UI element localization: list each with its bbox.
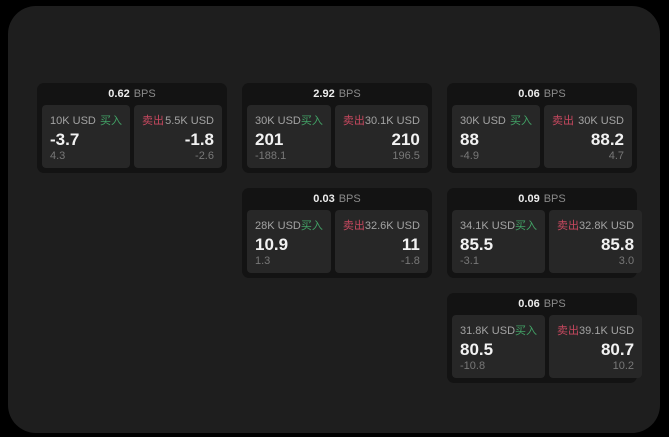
buy-delta: 1.3: [255, 255, 271, 267]
bps-value: 2.92: [313, 88, 335, 100]
buy-label: 买入: [300, 115, 323, 127]
bps-unit: BPS: [543, 193, 566, 205]
buy-delta: -188.1: [255, 150, 287, 162]
sell-delta: 4.7: [608, 150, 624, 162]
buy-amount: 34.1K USD: [460, 220, 516, 232]
sell-amount: 5.5K USD: [165, 115, 214, 127]
panels-row: 30K USD 买入 88 -4.9 卖出 30K USD 88.2 4.7: [447, 105, 637, 168]
buy-price: 80.5: [460, 340, 494, 359]
buy-panel[interactable]: 31.8K USD 买入 80.5 -10.8: [452, 315, 546, 378]
sell-delta: 196.5: [392, 150, 420, 162]
card-header: 0.06 BPS: [447, 83, 637, 105]
sell-label: 卖出: [552, 115, 574, 127]
buy-panel[interactable]: 28K USD 买入 10.9 1.3: [247, 210, 331, 273]
buy-label: 买入: [300, 220, 323, 232]
quote-card[interactable]: 0.03 BPS 28K USD 买入 10.9 1.3 卖出 32.6K US…: [242, 188, 432, 278]
buy-amount: 10K USD: [50, 115, 96, 127]
sell-panel[interactable]: 卖出 39.1K USD 80.7 10.2: [549, 315, 643, 378]
quote-card[interactable]: 2.92 BPS 30K USD 买入 201 -188.1 卖出 30.1K …: [242, 83, 432, 173]
app-surface: 0.62 BPS 10K USD 买入 -3.7 4.3 卖出 5.5K USD: [8, 6, 660, 433]
buy-delta: 4.3: [50, 150, 66, 162]
buy-price: 85.5: [460, 235, 494, 254]
sell-price: -1.8: [184, 130, 214, 149]
sell-delta: 10.2: [612, 360, 635, 372]
bps-unit: BPS: [543, 298, 566, 310]
sell-label: 卖出: [557, 325, 580, 337]
sell-amount: 39.1K USD: [579, 325, 635, 337]
sell-price: 80.7: [600, 340, 635, 359]
sell-label: 卖出: [342, 220, 365, 232]
bps-value: 0.62: [108, 88, 130, 100]
buy-panel[interactable]: 10K USD 买入 -3.7 4.3: [42, 105, 130, 168]
sell-delta: -1.8: [400, 255, 420, 267]
sell-delta: 3.0: [618, 255, 635, 267]
panels-row: 30K USD 买入 201 -188.1 卖出 30.1K USD 210 1…: [242, 105, 432, 168]
sell-price: 85.8: [600, 235, 635, 254]
sell-panel[interactable]: 卖出 30K USD 88.2 4.7: [544, 105, 632, 168]
sell-price: 210: [391, 130, 420, 149]
sell-label: 卖出: [557, 220, 580, 232]
buy-price: 88: [460, 130, 479, 149]
sell-delta: -2.6: [195, 150, 214, 162]
buy-delta: -10.8: [460, 360, 486, 372]
buy-label: 买入: [515, 325, 538, 337]
bps-unit: BPS: [338, 88, 361, 100]
card-header: 2.92 BPS: [242, 83, 432, 105]
sell-amount: 30K USD: [578, 115, 624, 127]
card-header: 0.62 BPS: [37, 83, 227, 105]
buy-label: 买入: [510, 115, 532, 127]
sell-price: 88.2: [590, 130, 624, 149]
card-header: 0.09 BPS: [447, 188, 637, 210]
sell-panel[interactable]: 卖出 32.6K USD 11 -1.8: [334, 210, 428, 273]
buy-panel[interactable]: 30K USD 买入 88 -4.9: [452, 105, 540, 168]
quote-card[interactable]: 0.09 BPS 34.1K USD 买入 85.5 -3.1 卖出 32.8K…: [447, 188, 643, 278]
buy-panel[interactable]: 34.1K USD 买入 85.5 -3.1: [452, 210, 546, 273]
bps-unit: BPS: [133, 88, 156, 100]
bps-value: 0.06: [518, 298, 540, 310]
bps-unit: BPS: [338, 193, 361, 205]
buy-amount: 30K USD: [460, 115, 506, 127]
bps-value: 0.09: [518, 193, 540, 205]
bps-value: 0.06: [518, 88, 540, 100]
bps-value: 0.03: [313, 193, 335, 205]
buy-price: 201: [255, 130, 284, 149]
sell-amount: 30.1K USD: [364, 115, 420, 127]
panels-row: 31.8K USD 买入 80.5 -10.8 卖出 39.1K USD 80.…: [447, 315, 643, 378]
buy-delta: -4.9: [460, 150, 479, 162]
sell-panel[interactable]: 卖出 32.8K USD 85.8 3.0: [549, 210, 643, 273]
panels-row: 28K USD 买入 10.9 1.3 卖出 32.6K USD 11 -1.8: [242, 210, 432, 273]
buy-amount: 31.8K USD: [460, 325, 516, 337]
buy-label: 买入: [515, 220, 538, 232]
buy-delta: -3.1: [460, 255, 479, 267]
sell-price: 11: [401, 235, 420, 254]
card-header: 0.03 BPS: [242, 188, 432, 210]
quote-card[interactable]: 0.06 BPS 30K USD 买入 88 -4.9 卖出 30K USD: [447, 83, 637, 173]
quote-card[interactable]: 0.06 BPS 31.8K USD 买入 80.5 -10.8 卖出 39.1…: [447, 293, 643, 383]
quote-card[interactable]: 0.62 BPS 10K USD 买入 -3.7 4.3 卖出 5.5K USD: [37, 83, 227, 173]
buy-panel[interactable]: 30K USD 买入 201 -188.1: [247, 105, 331, 168]
card-header: 0.06 BPS: [447, 293, 637, 315]
buy-price: 10.9: [255, 235, 289, 254]
buy-label: 买入: [100, 115, 122, 127]
panels-row: 34.1K USD 买入 85.5 -3.1 卖出 32.8K USD 85.8…: [447, 210, 643, 273]
buy-amount: 28K USD: [255, 220, 301, 232]
panels-row: 10K USD 买入 -3.7 4.3 卖出 5.5K USD -1.8 -2.…: [37, 105, 227, 168]
buy-price: -3.7: [50, 130, 80, 149]
sell-amount: 32.8K USD: [579, 220, 635, 232]
buy-amount: 30K USD: [255, 115, 301, 127]
sell-label: 卖出: [342, 115, 365, 127]
sell-panel[interactable]: 卖出 5.5K USD -1.8 -2.6: [134, 105, 222, 168]
sell-panel[interactable]: 卖出 30.1K USD 210 196.5: [334, 105, 428, 168]
sell-label: 卖出: [142, 115, 164, 127]
sell-amount: 32.6K USD: [364, 220, 420, 232]
bps-unit: BPS: [543, 88, 566, 100]
